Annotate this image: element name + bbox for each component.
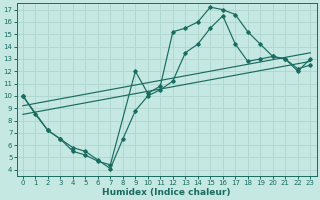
X-axis label: Humidex (Indice chaleur): Humidex (Indice chaleur): [102, 188, 231, 197]
